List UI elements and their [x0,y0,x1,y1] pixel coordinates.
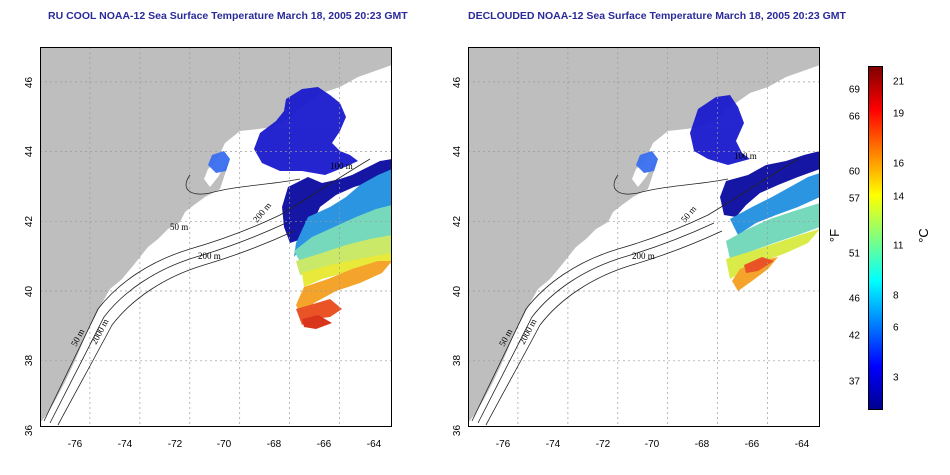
lat-tick: 38 [24,354,36,366]
lat-tick: 44 [452,145,464,157]
coastline-land [40,47,392,423]
lat-tick: 36 [24,424,36,436]
lon-tick: -72 [595,439,611,450]
lat-lon-grid [40,47,392,427]
lon-tick: -70 [644,439,660,450]
celsius-tick: 19 [893,108,905,120]
left-map-title: RU COOL NOAA-12 Sea Surface Temperature … [48,10,408,22]
fahrenheit-tick: 51 [848,248,860,260]
sst-data-overlay [636,95,820,291]
fahrenheit-tick: 46 [848,293,860,305]
bathymetry-contours [471,158,799,426]
celsius-tick: 6 [893,322,899,334]
lon-tick: -74 [117,439,133,450]
celsius-tick: 8 [893,290,899,302]
celsius-tick: 16 [893,158,905,170]
fahrenheit-tick: 69 [848,84,860,96]
contour-label: 100 m [734,151,757,161]
fahrenheit-unit-label: °F [827,228,843,243]
raw-sst-map: 50 m 200 m 2000 m 50 m 200 m 100 m [40,47,392,427]
fahrenheit-tick: 42 [848,330,860,342]
celsius-tick: 3 [893,372,899,384]
lon-tick: -76 [67,439,83,450]
contour-label: 200 m [632,251,655,261]
celsius-unit-label: °C [915,228,931,243]
lon-tick: -72 [167,439,183,450]
lat-tick: 46 [452,76,464,88]
contour-label: 50 m [170,222,188,232]
lon-tick: -66 [744,439,760,450]
lat-tick: 46 [24,76,36,88]
lat-tick: 40 [452,285,464,297]
fahrenheit-tick: 66 [848,111,860,123]
lat-tick: 42 [24,215,36,227]
lat-tick: 42 [452,215,464,227]
lon-tick: -74 [545,439,561,450]
lat-tick: 44 [24,145,36,157]
bathymetry-contours [43,158,371,426]
lon-tick: -64 [794,439,810,450]
lat-tick: 40 [24,285,36,297]
temperature-colorbar [868,66,883,410]
lat-tick: 36 [452,424,464,436]
celsius-tick: 14 [893,191,905,203]
declouded-sst-map: 50 m 200 m 2000 m 50 m 100 m [468,47,820,427]
sst-data-overlay [208,87,392,329]
lon-tick: -68 [694,439,710,450]
lon-tick: -68 [266,439,282,450]
lat-lon-grid [468,47,820,427]
fahrenheit-tick: 37 [848,376,860,388]
fahrenheit-tick: 60 [848,166,860,178]
lon-tick: -64 [366,439,382,450]
lon-tick: -70 [216,439,232,450]
celsius-tick: 11 [893,240,904,252]
contour-label: 200 m [198,251,221,261]
contour-label: 100 m [330,161,353,171]
coastline-land [468,47,820,423]
lon-tick: -66 [316,439,332,450]
right-map-title: DECLOUDED NOAA-12 Sea Surface Temperatur… [468,10,846,22]
celsius-tick: 21 [893,76,905,88]
lon-tick: -76 [495,439,511,450]
fahrenheit-tick: 57 [848,193,860,205]
lat-tick: 38 [452,354,464,366]
map-frame [468,47,820,427]
map-frame [40,47,392,427]
